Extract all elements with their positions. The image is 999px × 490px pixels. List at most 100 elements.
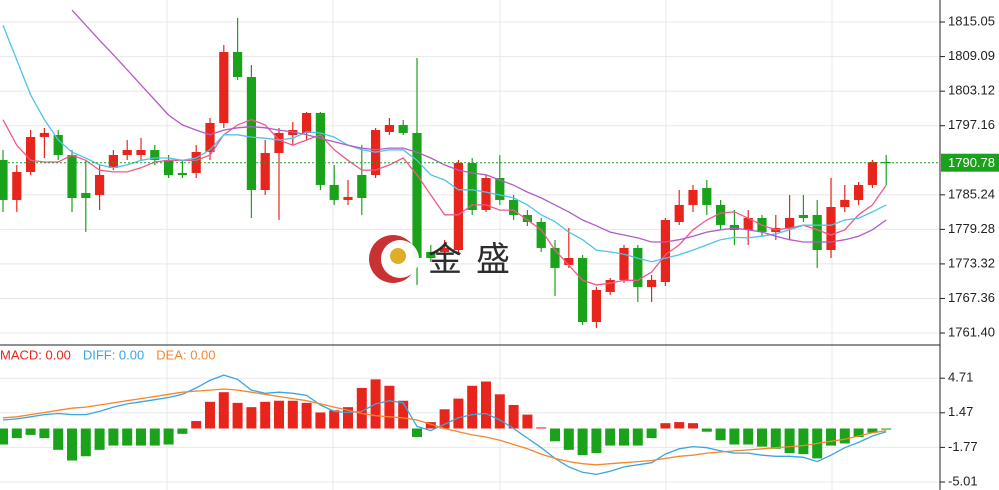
candle-body bbox=[743, 218, 753, 230]
candle-body bbox=[840, 199, 850, 207]
macd-bar bbox=[425, 422, 436, 429]
watermark: 金盛 bbox=[369, 235, 524, 283]
macd-bar bbox=[784, 428, 795, 454]
macd-bar bbox=[632, 428, 643, 446]
macd-bar bbox=[398, 400, 409, 429]
macd-bar bbox=[770, 428, 781, 449]
macd-bar bbox=[246, 407, 257, 429]
macd-bar bbox=[743, 428, 754, 445]
macd-bar bbox=[826, 428, 836, 446]
y-tick-label: -5.01 bbox=[948, 473, 978, 488]
macd-bar bbox=[674, 422, 685, 429]
candle-body bbox=[108, 154, 118, 168]
candle-body bbox=[591, 289, 601, 322]
plot-layer bbox=[0, 9, 940, 483]
y-tick-label: 1767.36 bbox=[948, 290, 995, 305]
watermark-text: 金盛 bbox=[428, 241, 524, 279]
macd-bar bbox=[80, 428, 91, 457]
macd-bar bbox=[163, 428, 174, 445]
y-tick-label: 1779.28 bbox=[948, 221, 995, 236]
candle-body bbox=[550, 247, 560, 268]
macd-bar bbox=[853, 428, 864, 438]
candle-body bbox=[785, 218, 795, 228]
candle-body bbox=[219, 51, 229, 123]
candle-body bbox=[12, 171, 22, 200]
macd-bar bbox=[688, 423, 698, 429]
candle-body bbox=[39, 132, 49, 137]
candle-body bbox=[619, 247, 629, 280]
candle-body bbox=[177, 172, 187, 175]
macd-bar bbox=[412, 428, 422, 438]
y-tick-label: 1785.24 bbox=[948, 186, 995, 201]
macd-bar bbox=[25, 428, 36, 435]
macd-bar bbox=[453, 398, 464, 429]
macd-bar bbox=[798, 428, 809, 455]
macd-bar bbox=[522, 414, 533, 429]
candle-body bbox=[412, 132, 422, 258]
macd-bar bbox=[729, 428, 740, 445]
macd-bar bbox=[508, 405, 519, 429]
macd-bar bbox=[205, 401, 215, 429]
candle-body bbox=[881, 162, 891, 164]
candle-body bbox=[302, 112, 312, 133]
macd-line bbox=[2, 374, 887, 476]
macd-bar bbox=[53, 428, 64, 450]
macd-bar bbox=[177, 428, 188, 434]
macd-bar bbox=[0, 428, 8, 445]
macd-bar bbox=[881, 428, 892, 430]
y-tick-label: 1809.09 bbox=[948, 48, 995, 63]
candle-body bbox=[867, 162, 877, 185]
candle-body bbox=[578, 257, 588, 322]
macd-bar bbox=[218, 392, 229, 429]
candle-body bbox=[716, 204, 726, 225]
macd-bar bbox=[149, 428, 160, 446]
candle-body bbox=[426, 251, 436, 258]
candle-body bbox=[495, 178, 505, 200]
macd-bar bbox=[563, 428, 574, 450]
candle-body bbox=[343, 196, 353, 200]
macd-bar bbox=[536, 427, 547, 429]
candle-body bbox=[660, 219, 670, 282]
candle-body bbox=[329, 184, 339, 200]
y-tick-label: 1797.16 bbox=[948, 117, 995, 132]
candle-body bbox=[509, 199, 519, 215]
macd-bar bbox=[660, 423, 671, 429]
macd-bar bbox=[757, 428, 767, 447]
legend-label: DIFF: 0.00 bbox=[83, 347, 144, 362]
candle-body bbox=[688, 190, 698, 205]
macd-bar bbox=[591, 428, 602, 454]
y-tick-label: 1773.32 bbox=[948, 255, 995, 270]
candle-body bbox=[481, 178, 491, 211]
moving-average-line bbox=[2, 119, 887, 286]
macd-bar bbox=[301, 402, 312, 429]
macd-bar bbox=[39, 428, 50, 439]
moving-average-line bbox=[71, 9, 887, 243]
candle-body bbox=[150, 150, 160, 160]
candle-body bbox=[674, 204, 684, 223]
macd-bar bbox=[329, 410, 340, 429]
y-tick-label: 4.71 bbox=[948, 370, 973, 385]
candle-body bbox=[0, 159, 8, 200]
macd-bar bbox=[94, 428, 105, 450]
moving-average-line bbox=[2, 24, 887, 263]
candle-body bbox=[53, 134, 63, 155]
candle-body bbox=[440, 247, 450, 252]
candle-body bbox=[233, 51, 243, 77]
candle-body bbox=[826, 206, 836, 250]
macd-bar bbox=[260, 401, 271, 429]
candle-body bbox=[81, 192, 91, 199]
macd-bar bbox=[619, 428, 629, 446]
candle-body bbox=[398, 124, 408, 133]
macd-bar bbox=[343, 407, 353, 429]
y-tick-label: -1.77 bbox=[948, 439, 978, 454]
y-tick-label: 1815.05 bbox=[948, 13, 995, 28]
candle-body bbox=[384, 124, 394, 132]
candle-body bbox=[467, 162, 477, 211]
candle-body bbox=[453, 162, 463, 250]
macd-bar bbox=[715, 428, 726, 441]
legend-label: DEA: 0.00 bbox=[156, 347, 215, 362]
macd-bar bbox=[136, 428, 146, 446]
candle-body bbox=[67, 154, 77, 199]
candle-body bbox=[357, 174, 367, 199]
